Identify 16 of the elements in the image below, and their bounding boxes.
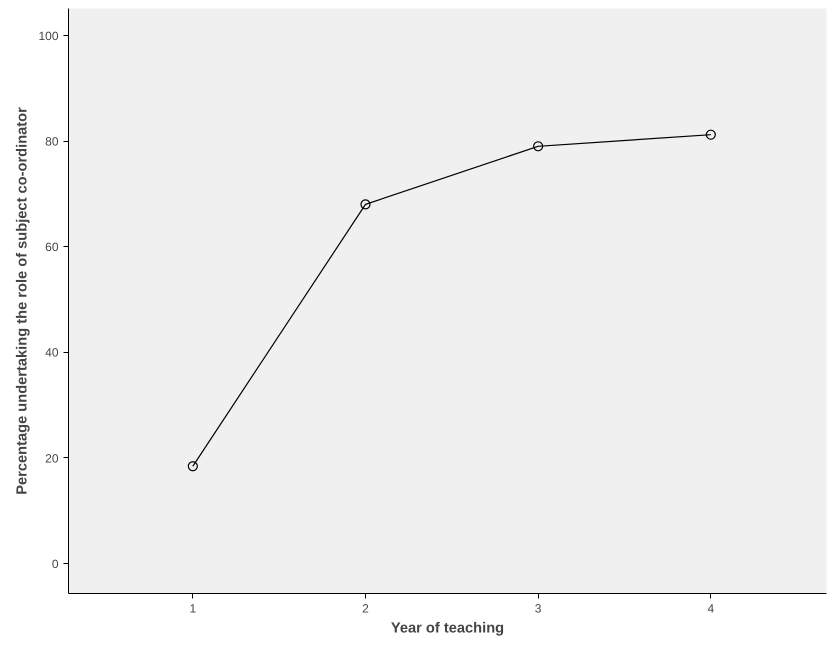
x-axis-title: Year of teaching — [390, 620, 504, 636]
y-axis-title: Percentage undertaking the role of subject co-ordinator — [14, 106, 30, 495]
y-tick-label: 80 — [45, 134, 59, 149]
y-tick-label: 100 — [38, 28, 59, 43]
y-tick-label: 40 — [45, 346, 59, 360]
point — [360, 199, 371, 210]
point — [706, 130, 716, 140]
y-tick-label: 0 — [52, 556, 59, 571]
point — [188, 461, 198, 472]
x-tick-label: 1 — [189, 602, 196, 616]
x-tick-label: 4 — [707, 602, 714, 616]
y-tick-label: 20 — [45, 451, 59, 466]
x-tick-label: 3 — [534, 602, 542, 616]
x-tick-label: 2 — [362, 602, 370, 616]
y-tick-label: 60 — [45, 240, 59, 254]
point — [533, 141, 544, 152]
